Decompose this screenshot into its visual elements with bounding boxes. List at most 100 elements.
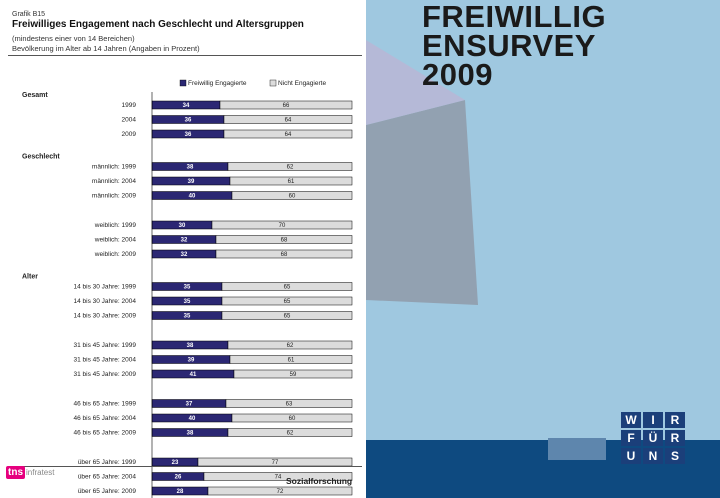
logo-row-1: W I R bbox=[620, 411, 686, 429]
data-label-not-engaged: 66 bbox=[283, 103, 290, 109]
bar-not-engaged bbox=[227, 428, 353, 437]
legend-swatch-engaged bbox=[179, 79, 187, 87]
bg-grey-shape bbox=[366, 100, 478, 305]
row-label: weiblich: 2009 bbox=[94, 251, 137, 258]
logo-letter: U bbox=[621, 448, 641, 464]
data-label-not-engaged: 63 bbox=[286, 402, 293, 408]
bar-not-engaged bbox=[225, 399, 353, 408]
bar-not-engaged bbox=[221, 282, 353, 291]
data-label-engaged: 37 bbox=[186, 402, 193, 408]
legend-label-not-engaged: Nicht Engagierte bbox=[278, 80, 326, 87]
data-label-not-engaged: 60 bbox=[289, 194, 296, 200]
legend-swatch-not-engaged bbox=[269, 79, 277, 87]
bar-not-engaged bbox=[221, 311, 353, 320]
data-label-not-engaged: 65 bbox=[284, 314, 291, 320]
data-label-not-engaged: 70 bbox=[279, 223, 286, 229]
logo-letter: W bbox=[621, 412, 641, 428]
bar-not-engaged bbox=[207, 486, 353, 496]
data-label-not-engaged: 74 bbox=[275, 475, 282, 481]
data-label-engaged: 32 bbox=[181, 238, 188, 244]
footer-rule bbox=[8, 466, 362, 467]
logo-letter: S bbox=[665, 448, 685, 464]
row-label: 31 bis 45 Jahre: 2004 bbox=[73, 357, 136, 364]
data-label-not-engaged: 59 bbox=[290, 372, 297, 378]
slide-title-line-1: FREIWILLIG bbox=[422, 0, 607, 34]
data-label-not-engaged: 77 bbox=[272, 460, 279, 466]
wir-fuer-uns-logo: W I R F Ü R U N S bbox=[620, 411, 686, 467]
bar-not-engaged bbox=[223, 115, 353, 124]
tns-logo-mark: tns bbox=[6, 466, 25, 479]
data-label-engaged: 40 bbox=[189, 416, 196, 422]
data-label-engaged: 36 bbox=[185, 132, 192, 138]
data-label-engaged: 32 bbox=[181, 252, 188, 258]
row-label: männlich: 2004 bbox=[92, 178, 136, 185]
stacked-bar-chart: Freiwillig Engagierte Nicht Engagierte Ges… bbox=[22, 79, 353, 498]
bar-not-engaged bbox=[223, 129, 353, 139]
data-label-not-engaged: 64 bbox=[285, 118, 292, 124]
bar-not-engaged bbox=[215, 249, 353, 259]
row-label: männlich: 1999 bbox=[92, 164, 136, 171]
slide-title-line-2: ENSURVEY bbox=[422, 28, 596, 63]
logo-letter: R bbox=[665, 412, 685, 428]
logo-letter: N bbox=[643, 448, 663, 464]
tns-logo-word: infratest bbox=[26, 468, 55, 477]
data-label-engaged: 26 bbox=[175, 475, 182, 481]
data-label-not-engaged: 61 bbox=[288, 179, 295, 185]
row-label: über 65 Jahre: 1999 bbox=[78, 459, 137, 466]
group-label: Geschlecht bbox=[22, 154, 60, 161]
bar-not-engaged bbox=[211, 220, 353, 230]
logo-letter: R bbox=[665, 430, 685, 446]
data-label-engaged: 35 bbox=[184, 299, 191, 305]
data-label-not-engaged: 64 bbox=[285, 132, 292, 138]
data-label-engaged: 39 bbox=[188, 358, 195, 364]
row-label: weiblich: 2004 bbox=[94, 237, 137, 244]
chart-subtitle: (mindestens einer von 14 Bereichen) bbox=[12, 34, 135, 43]
data-label-engaged: 40 bbox=[189, 194, 196, 200]
data-label-engaged: 23 bbox=[172, 460, 179, 466]
data-label-engaged: 38 bbox=[187, 431, 194, 437]
data-label-engaged: 34 bbox=[183, 103, 190, 109]
bg-grey-block bbox=[548, 438, 606, 460]
data-label-not-engaged: 60 bbox=[289, 416, 296, 422]
data-label-engaged: 35 bbox=[184, 314, 191, 320]
bar-not-engaged bbox=[231, 413, 353, 423]
data-label-engaged: 30 bbox=[179, 223, 186, 229]
group-label: Alter bbox=[22, 274, 38, 281]
figure-panel: Grafik B15 Freiwilliges Engagement nach … bbox=[6, 11, 362, 498]
legend-label-engaged: Freiwillig Engagierte bbox=[188, 80, 247, 87]
logo-row-3: U N S bbox=[620, 447, 686, 465]
row-label: 14 bis 30 Jahre: 1999 bbox=[73, 284, 136, 291]
row-label: männlich: 2009 bbox=[92, 193, 136, 200]
data-label-not-engaged: 62 bbox=[287, 343, 294, 349]
row-label: 31 bis 45 Jahre: 2009 bbox=[73, 371, 136, 378]
row-label: 1999 bbox=[122, 102, 137, 109]
data-label-engaged: 38 bbox=[187, 343, 194, 349]
logo-row-2: F Ü R bbox=[620, 429, 686, 447]
footer-sozialforschung: Sozialforschung bbox=[286, 476, 353, 486]
data-label-engaged: 39 bbox=[188, 179, 195, 185]
row-label: über 65 Jahre: 2009 bbox=[78, 488, 137, 495]
row-label: über 65 Jahre: 2004 bbox=[78, 474, 137, 481]
bar-not-engaged bbox=[229, 355, 353, 364]
data-label-engaged: 38 bbox=[187, 165, 194, 171]
data-label-not-engaged: 65 bbox=[284, 299, 291, 305]
data-label-not-engaged: 68 bbox=[281, 252, 288, 258]
row-label: 14 bis 30 Jahre: 2004 bbox=[73, 298, 136, 305]
row-label: 14 bis 30 Jahre: 2009 bbox=[73, 313, 136, 320]
bg-lavender-shape bbox=[366, 40, 465, 125]
logo-letter: F bbox=[621, 430, 641, 446]
row-label: 2009 bbox=[122, 131, 137, 138]
figure-label: Grafik B15 bbox=[12, 11, 46, 18]
bar-not-engaged bbox=[215, 235, 353, 244]
data-label-not-engaged: 62 bbox=[287, 431, 294, 437]
header-rule bbox=[8, 55, 362, 56]
data-label-not-engaged: 61 bbox=[288, 358, 295, 364]
data-label-not-engaged: 72 bbox=[277, 489, 284, 495]
row-label: 46 bis 65 Jahre: 2009 bbox=[73, 430, 136, 437]
data-label-engaged: 36 bbox=[185, 118, 192, 124]
row-label: 2004 bbox=[122, 117, 137, 124]
data-label-not-engaged: 68 bbox=[281, 238, 288, 244]
tns-infratest-logo: tns infratest bbox=[6, 466, 54, 479]
chart-title: Freiwilliges Engagement nach Geschlecht … bbox=[12, 19, 304, 30]
bar-not-engaged bbox=[231, 191, 353, 200]
